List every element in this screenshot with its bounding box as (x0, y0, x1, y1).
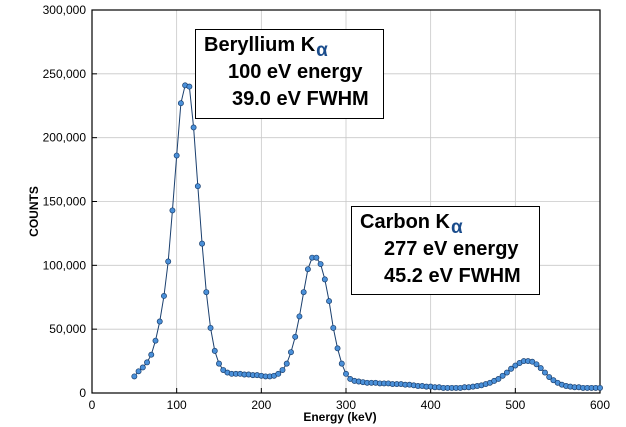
data-point (207, 324, 214, 331)
y-tick-label: 100,000 (43, 258, 87, 272)
data-point (169, 207, 176, 214)
data-point (135, 368, 142, 375)
annotation-title-text: Beryllium K (204, 34, 316, 56)
data-point (542, 369, 548, 376)
data-point (546, 374, 553, 380)
data-point (343, 370, 349, 377)
annotation-fwhm: 39.0 eV FWHM (232, 88, 369, 110)
data-point (211, 347, 218, 354)
data-point (131, 373, 138, 380)
data-point (499, 372, 506, 379)
y-tick-label: 50,000 (49, 322, 86, 336)
axis-ticks: 0 100 200 300 400 500 600 0 50,000 100,000 150,000… (43, 3, 611, 412)
annotation-title-text: Carbon K (360, 211, 450, 233)
data-point (288, 349, 294, 356)
y-tick-label: 0 (79, 386, 86, 400)
data-point (512, 362, 519, 369)
y-tick-label: 250,000 (43, 67, 87, 81)
y-tick-label: 150,000 (43, 195, 87, 209)
x-axis-label: Energy (keV) (303, 410, 376, 424)
beryllium-annotation: Beryllium Kα 100 eV energy 39.0 eV FWHM (195, 29, 384, 119)
data-point (216, 360, 222, 367)
data-point (148, 351, 155, 358)
data-point (296, 313, 303, 320)
y-tick-label: 200,000 (43, 131, 87, 145)
data-point (334, 345, 341, 352)
x-tick-label: 100 (167, 398, 187, 412)
data-point (165, 258, 172, 265)
x-tick-label: 400 (421, 398, 441, 412)
data-point (275, 370, 282, 377)
data-point (139, 364, 146, 371)
y-tick-label: 300,000 (43, 3, 87, 17)
data-point (330, 324, 337, 331)
data-point (508, 365, 515, 372)
data-point (220, 367, 227, 373)
data-point (338, 360, 345, 367)
data-point (597, 384, 603, 391)
data-point (161, 293, 167, 299)
data-point (326, 298, 333, 305)
data-point (190, 124, 197, 131)
annotation-title: Carbon Kα (360, 209, 539, 238)
data-point (283, 360, 290, 367)
x-tick-label: 300 (336, 398, 356, 412)
data-point (156, 318, 163, 325)
data-point (292, 333, 299, 340)
data-point (194, 183, 201, 190)
data-point (203, 289, 210, 296)
alpha-subscript: α (451, 217, 463, 238)
data-point (173, 152, 180, 159)
data-point (313, 254, 320, 261)
data-point (186, 83, 193, 90)
alpha-subscript: α (316, 40, 328, 61)
series-group (131, 82, 603, 391)
data-point (144, 359, 150, 366)
carbon-annotation: Carbon Kα 277 eV energy 45.2 eV FWHM (351, 206, 540, 295)
data-point (550, 377, 557, 384)
data-point (304, 266, 311, 273)
annotation-energy: 100 eV energy (228, 61, 363, 83)
data-point (152, 337, 159, 344)
annotation-fwhm: 45.2 eV FWHM (384, 265, 521, 287)
data-point (533, 361, 540, 368)
data-point (300, 289, 307, 296)
data-point (495, 376, 502, 382)
data-point (199, 240, 206, 247)
x-tick-label: 500 (505, 398, 525, 412)
x-tick-label: 0 (89, 398, 96, 412)
x-tick-label: 200 (251, 398, 271, 412)
data-point (279, 367, 286, 373)
data-point (503, 369, 510, 376)
data-point (317, 261, 324, 268)
data-point (177, 100, 184, 107)
x-tick-label: 600 (590, 398, 610, 412)
data-point (529, 358, 536, 365)
data-point (321, 276, 328, 283)
annotation-title: Beryllium Kα (204, 32, 383, 61)
annotation-energy: 277 eV energy (384, 238, 519, 260)
data-point (537, 365, 544, 372)
y-axis-label: COUNTS (27, 186, 41, 237)
